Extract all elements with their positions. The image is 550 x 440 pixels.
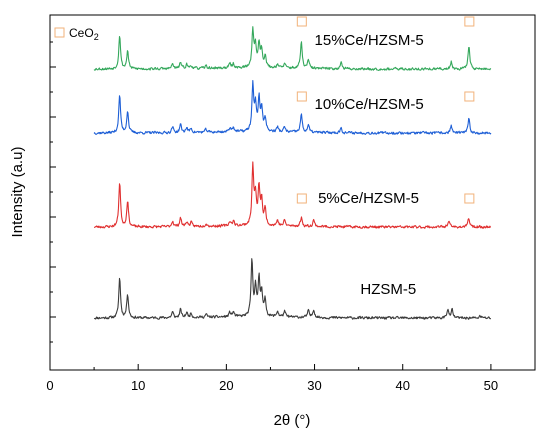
x-axis-label: 2θ (°) — [274, 412, 311, 429]
x-tick-label: 10 — [131, 378, 145, 393]
series-label-0: HZSM-5 — [360, 281, 416, 298]
ceo2-marker-3-0 — [296, 16, 307, 27]
x-tick-label: 20 — [219, 378, 233, 393]
legend-ceo2-marker — [54, 27, 65, 38]
series-line-1 — [93, 161, 491, 229]
series-line-2 — [93, 79, 492, 135]
legend-ceo2-label: CeO2 — [69, 26, 99, 42]
ceo2-marker-3-1 — [464, 16, 475, 27]
x-tick-label: 50 — [484, 378, 498, 393]
ceo2-marker-1-0 — [296, 193, 307, 204]
series-labels: HZSM-5 5%Ce/HZSM-5 10%Ce/HZSM-5 15%Ce/HZSM-… — [315, 32, 424, 298]
y-axis-label: Intensity (a.u) — [9, 147, 26, 238]
ceo2-peak-markers — [296, 16, 475, 204]
series-label-1: 5%Ce/HZSM-5 — [318, 190, 419, 207]
legend: CeO2 — [54, 26, 99, 42]
ceo2-marker-2-1 — [464, 91, 475, 102]
series-label-2: 10%Ce/HZSM-5 — [315, 96, 424, 113]
series-line-0 — [93, 258, 492, 320]
axis-ticks: 0 10 20 30 40 50 — [46, 41, 498, 393]
ceo2-marker-1-1 — [464, 193, 475, 204]
series-layer — [93, 26, 492, 320]
ceo2-marker-2-0 — [296, 91, 307, 102]
x-tick-label: 30 — [307, 378, 321, 393]
series-line-3 — [93, 26, 492, 71]
x-tick-label: 40 — [395, 378, 409, 393]
x-tick-label: 0 — [46, 378, 53, 393]
series-label-3: 15%Ce/HZSM-5 — [315, 32, 424, 49]
legend-ceo2-subscript: 2 — [94, 32, 99, 42]
